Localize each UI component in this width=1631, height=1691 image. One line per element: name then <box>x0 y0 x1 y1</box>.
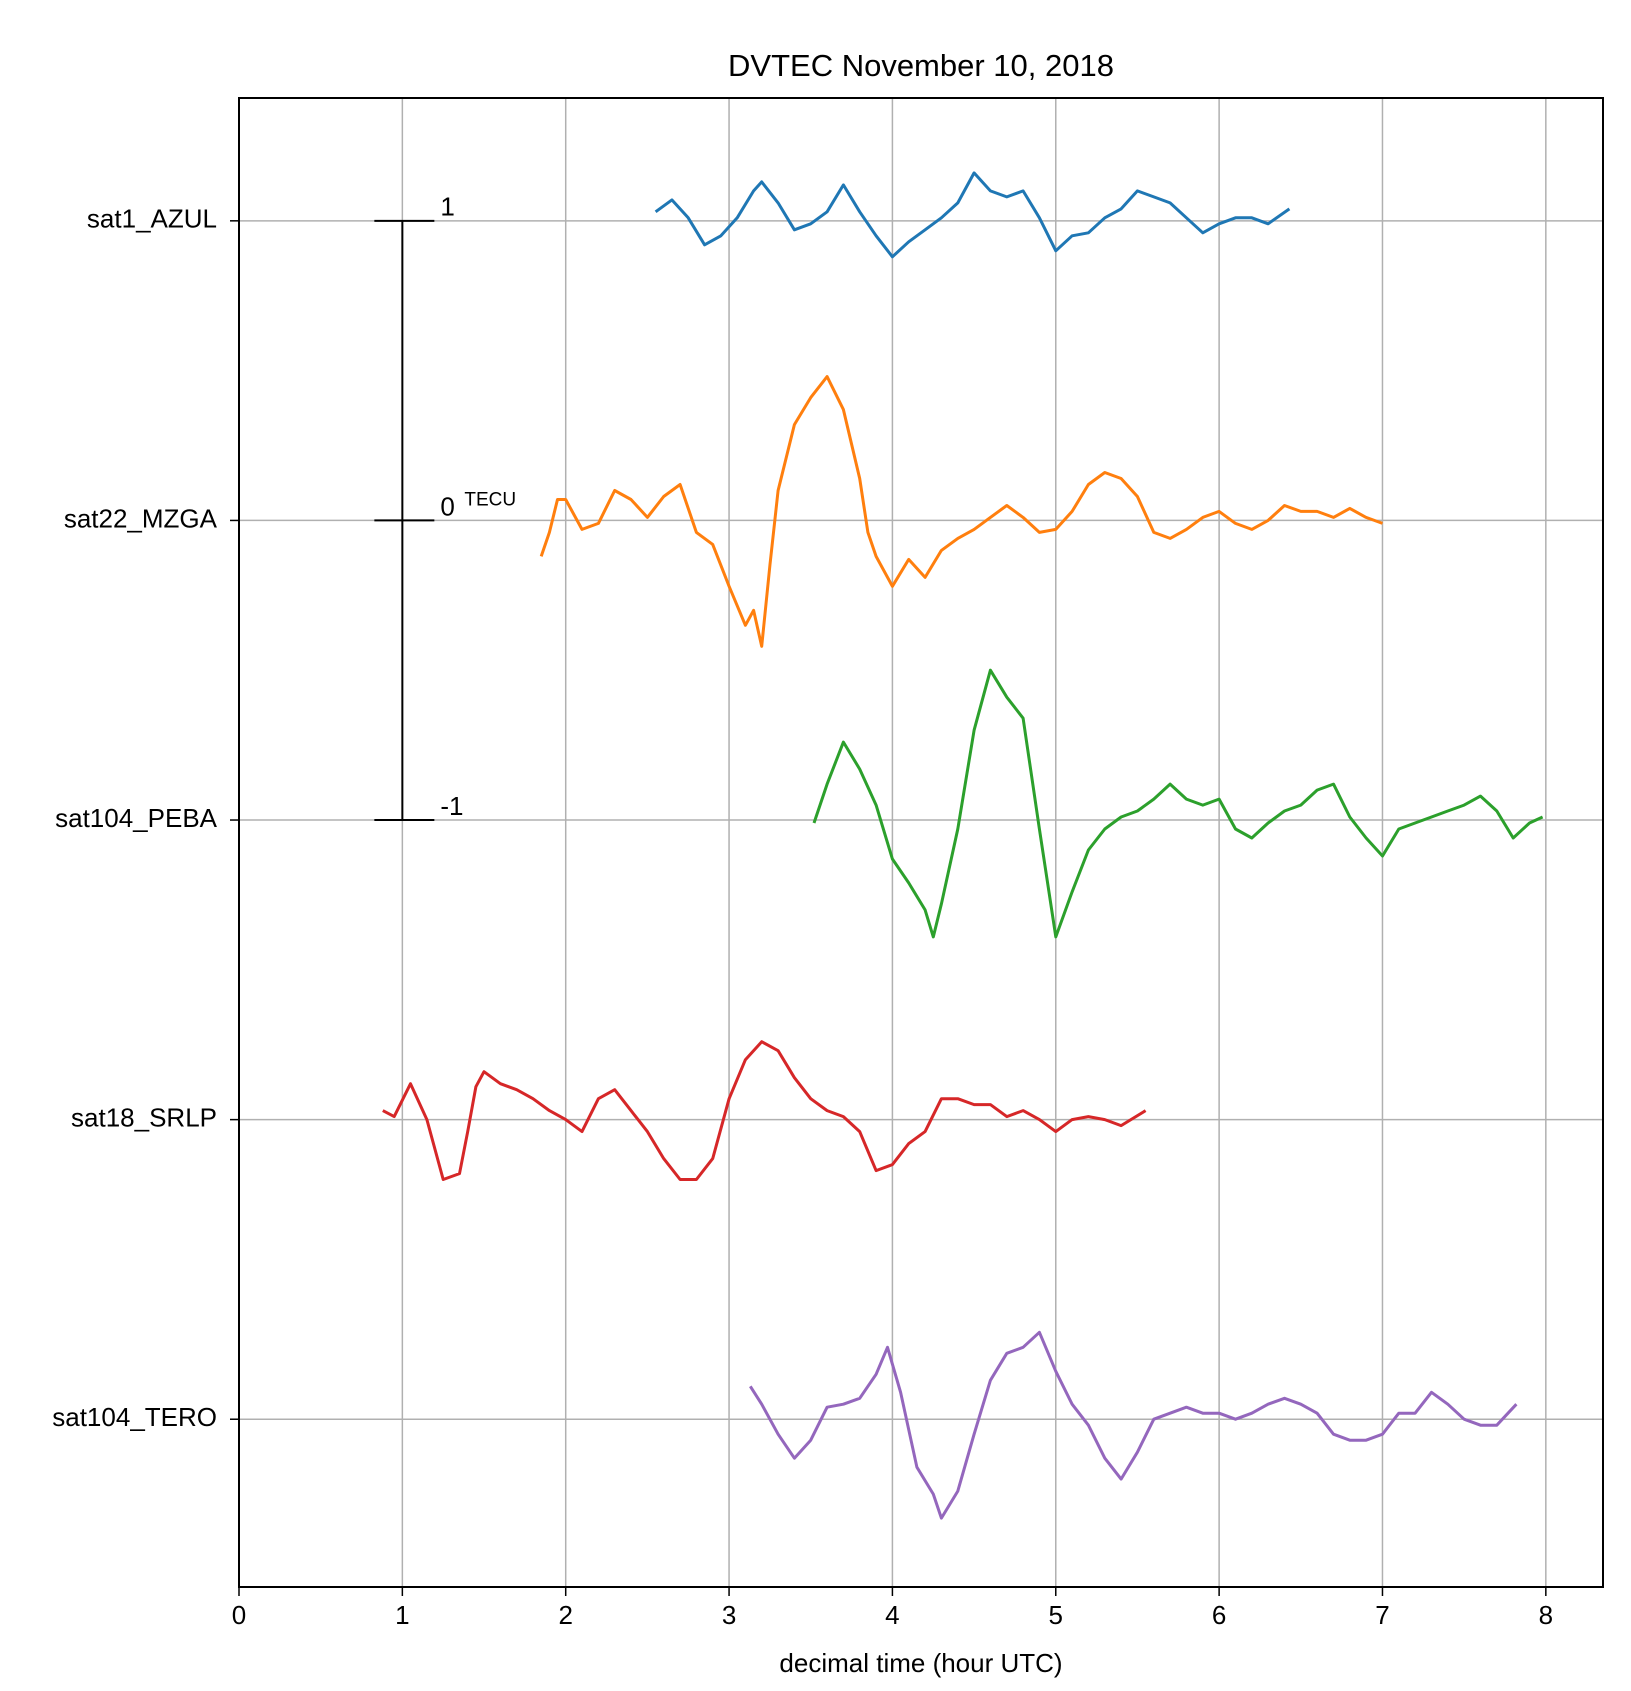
scale-bar-label: -1 <box>440 791 463 821</box>
x-tick-label: 3 <box>722 1600 736 1630</box>
x-tick-label: 7 <box>1375 1600 1389 1630</box>
scale-bar-label: 0 <box>440 491 454 521</box>
chart-title: DVTEC November 10, 2018 <box>728 48 1114 83</box>
series-line <box>654 171 1291 259</box>
scale-bar-label: 1 <box>440 192 454 222</box>
series-line <box>539 375 1384 648</box>
y-tick-label: sat104_TERO <box>52 1402 217 1432</box>
series-line <box>382 1040 1147 1181</box>
x-axis-label: decimal time (hour UTC) <box>779 1648 1062 1678</box>
x-tick-label: 0 <box>232 1600 246 1630</box>
plot-frame <box>238 97 1604 1588</box>
x-tick-label: 5 <box>1049 1600 1063 1630</box>
x-tick-label: 1 <box>395 1600 409 1630</box>
series-line <box>812 668 1544 939</box>
scale-bar-unit: TECU <box>464 489 516 510</box>
y-tick-label: sat1_AZUL <box>87 204 217 234</box>
x-tick-label: 4 <box>885 1600 899 1630</box>
x-tick-label: 2 <box>558 1600 572 1630</box>
series-line <box>749 1330 1518 1520</box>
x-tick-label: 8 <box>1539 1600 1553 1630</box>
x-tick-label: 6 <box>1212 1600 1226 1630</box>
y-tick-label: sat22_MZGA <box>64 503 218 533</box>
y-tick-label: sat18_SRLP <box>71 1103 217 1133</box>
y-tick-label: sat104_PEBA <box>55 803 218 833</box>
